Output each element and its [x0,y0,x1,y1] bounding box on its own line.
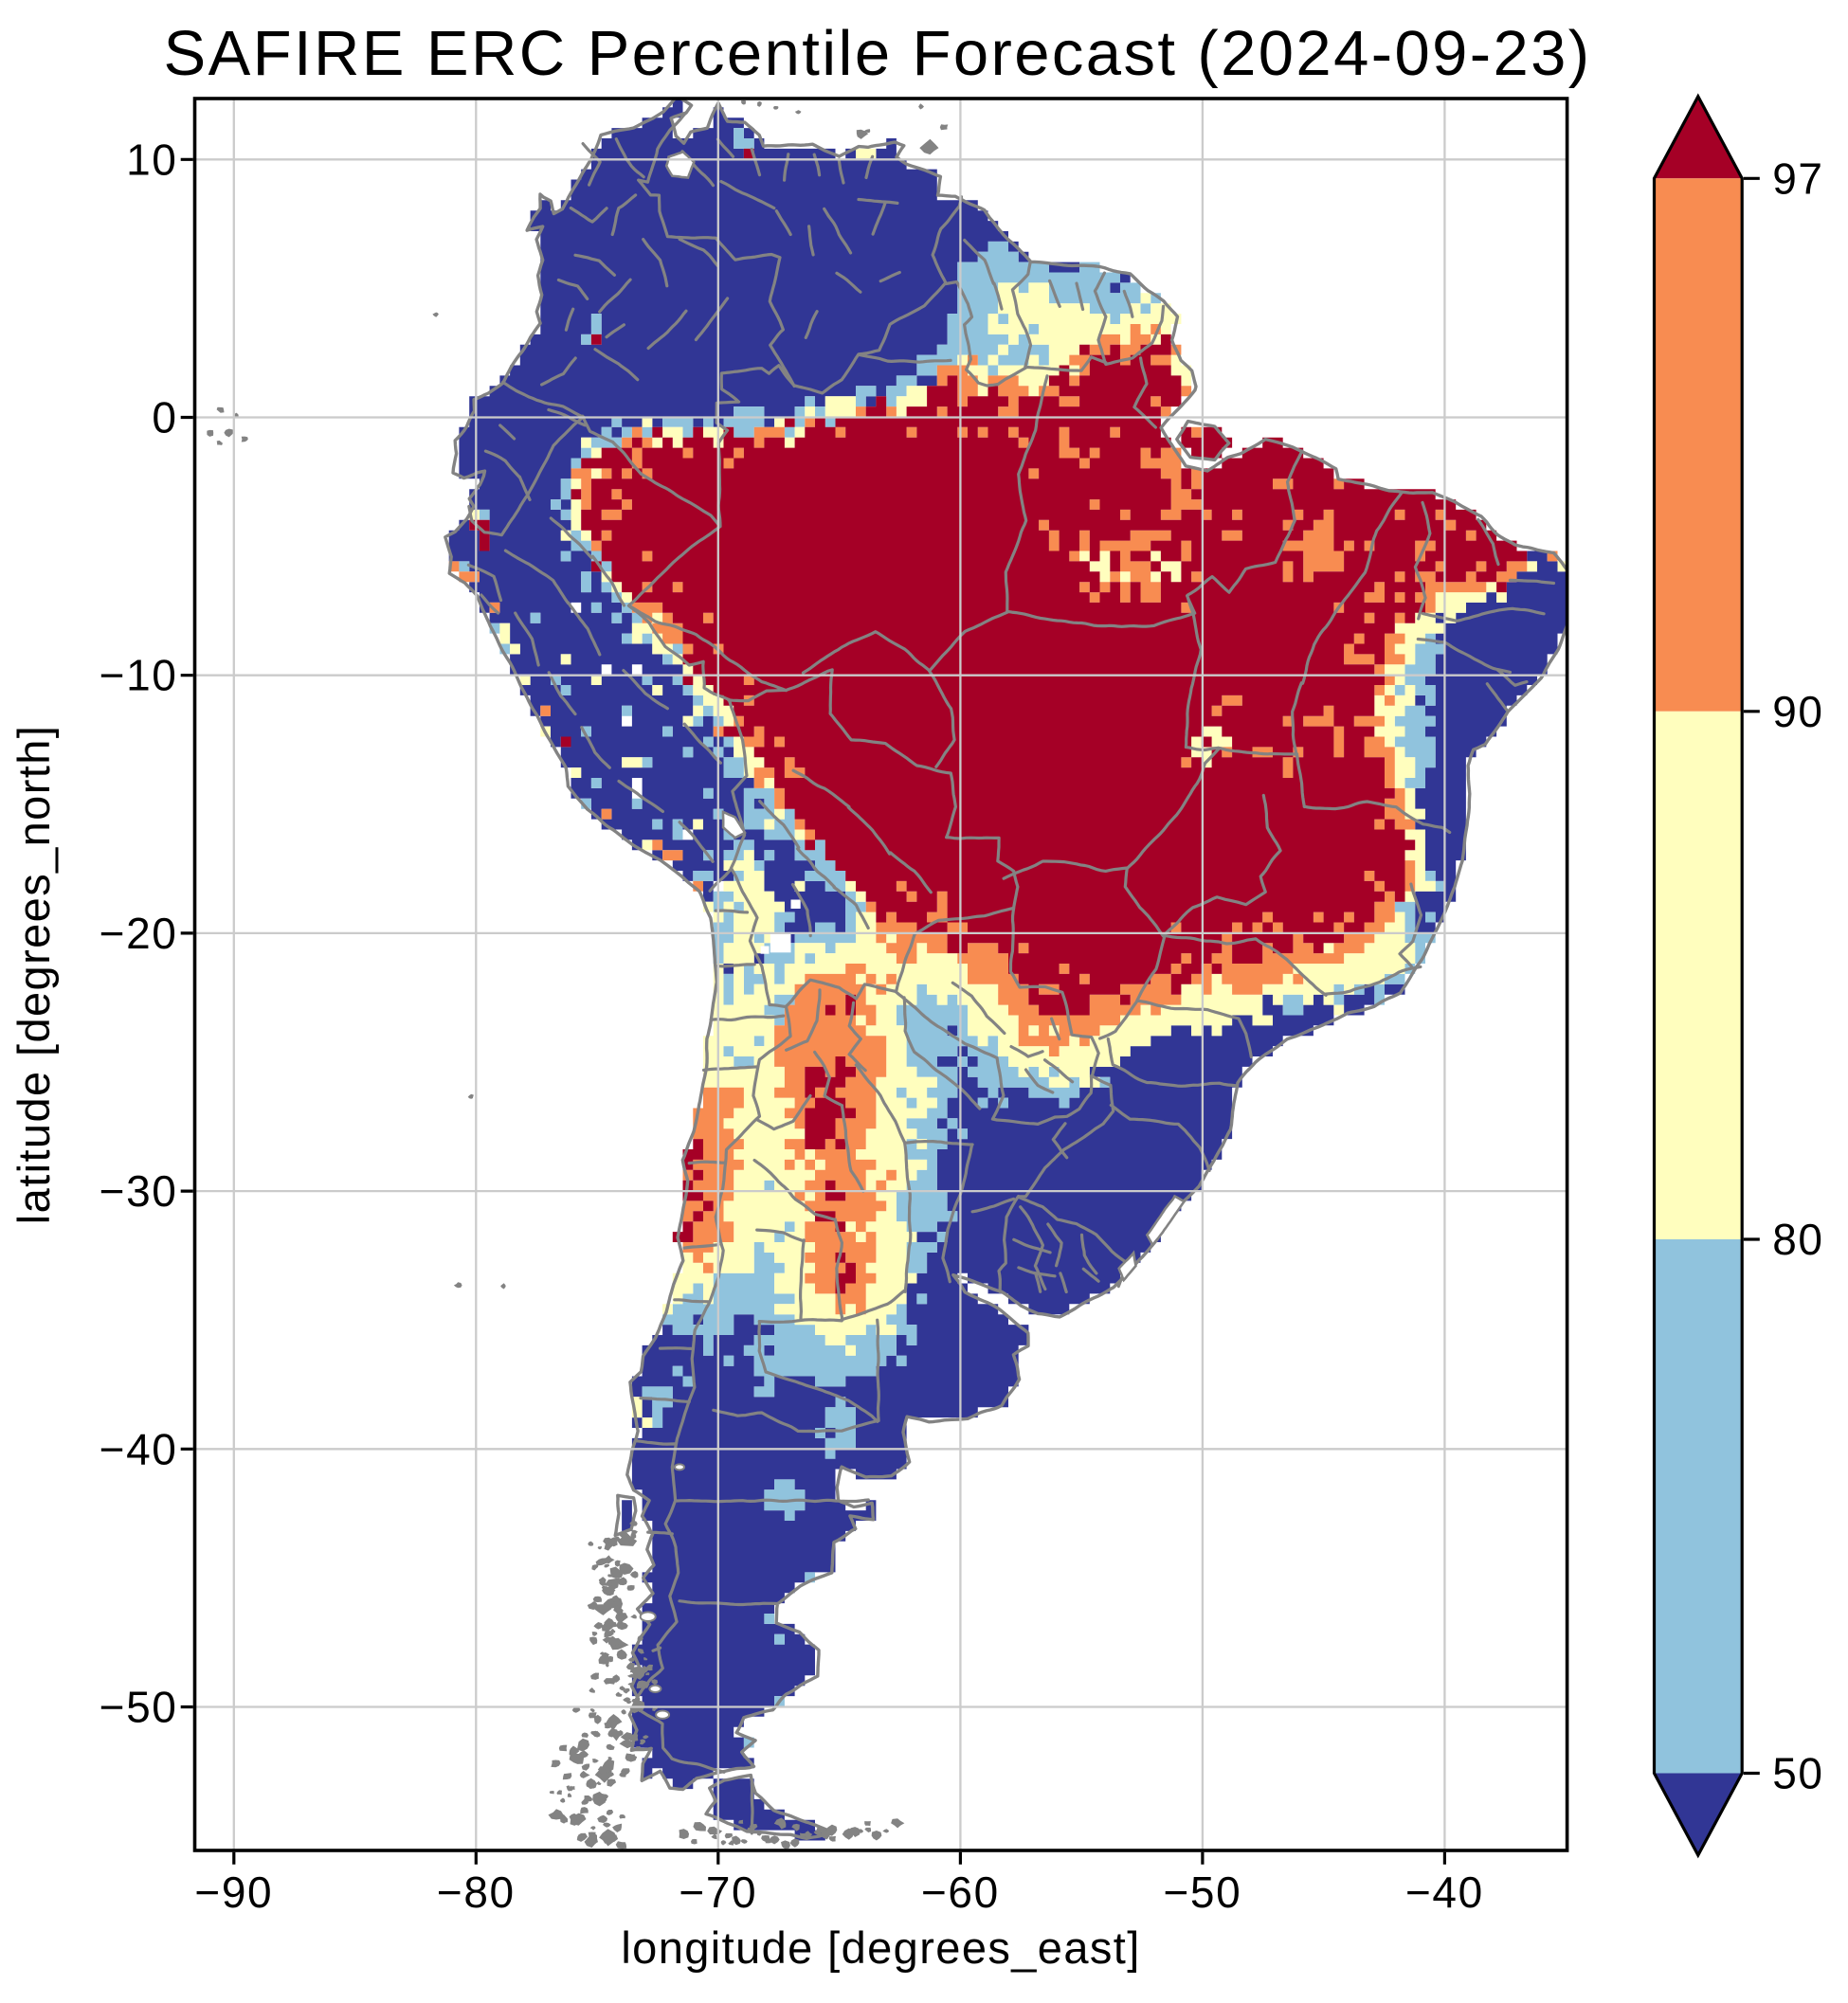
svg-text:−40: −40 [100,1424,178,1473]
svg-text:−90: −90 [194,1868,273,1917]
svg-text:−60: −60 [921,1868,1000,1917]
svg-text:−40: −40 [1405,1868,1484,1917]
svg-text:−80: −80 [437,1868,516,1917]
svg-text:90: 90 [1772,687,1823,736]
svg-text:50: 50 [1772,1749,1823,1798]
svg-text:80: 80 [1772,1215,1823,1264]
svg-text:−30: −30 [100,1166,178,1216]
svg-text:longitude [degrees_east]: longitude [degrees_east] [621,1922,1140,1973]
svg-text:latitude [degrees_north]: latitude [degrees_north] [9,725,59,1224]
svg-text:0: 0 [152,393,177,442]
svg-text:10: 10 [126,135,177,184]
svg-text:−50: −50 [100,1683,178,1732]
svg-text:−20: −20 [100,909,178,958]
svg-text:−50: −50 [1163,1868,1241,1917]
svg-text:−10: −10 [100,651,178,700]
svg-text:−70: −70 [679,1868,757,1917]
svg-text:97: 97 [1772,153,1823,203]
svg-text:SAFIRE ERC Percentile Forecast: SAFIRE ERC Percentile Forecast (2024-09-… [163,18,1591,89]
